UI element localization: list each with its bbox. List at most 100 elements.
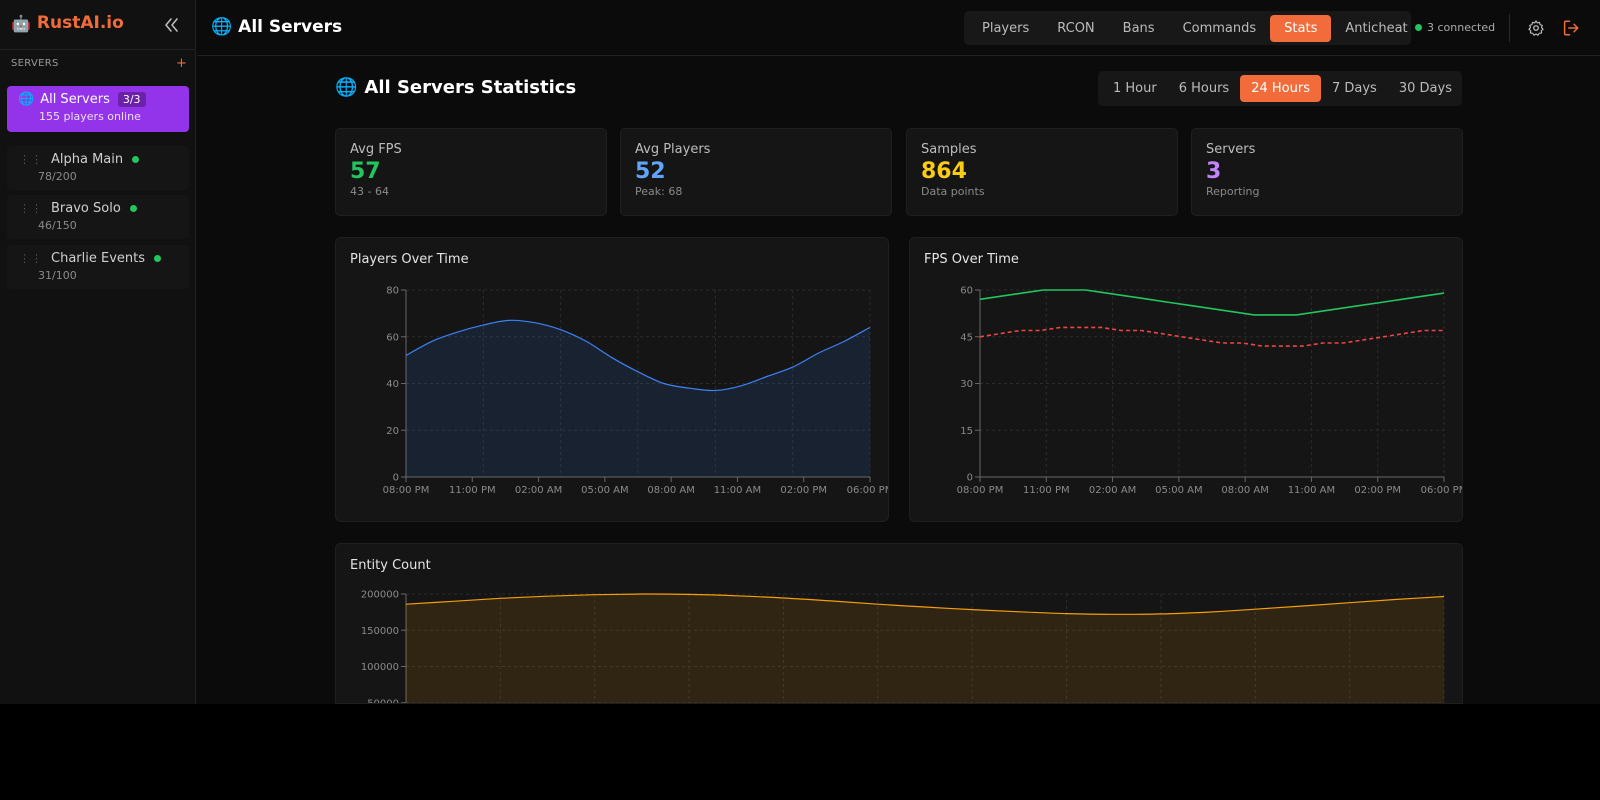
- entity-chart-card: 50000 100000 150000 200000 Entity Count: [335, 543, 1463, 704]
- y-tick-label: 60: [960, 286, 973, 297]
- y-tick-label: 30: [960, 379, 973, 390]
- server-player-count: 78/200: [38, 170, 77, 183]
- server-name: Charlie Events: [51, 251, 145, 266]
- range-24-hours-button[interactable]: 24 Hours: [1240, 75, 1321, 102]
- series-line: [979, 289, 1445, 316]
- add-server-button[interactable]: +: [176, 56, 187, 71]
- sidebar: 🤖 RustAI.io SERVERS + 🌐 All Servers 3/3 …: [0, 0, 196, 704]
- server-name: Bravo Solo: [51, 201, 121, 216]
- brand-name: RustAI.io: [36, 13, 124, 33]
- y-tick-label: 80: [386, 286, 399, 297]
- online-status-icon: [132, 156, 140, 163]
- series-line: [405, 319, 871, 392]
- servers-heading: SERVERS: [11, 58, 59, 69]
- tab-rcon[interactable]: RCON: [1057, 20, 1095, 36]
- stat-sub: 43 - 64: [350, 185, 389, 198]
- server-name: Alpha Main: [51, 152, 124, 167]
- drag-handle-icon[interactable]: ⋮⋮: [19, 202, 43, 215]
- entity-chart: 50000 100000 150000 200000: [361, 590, 1445, 704]
- x-tick-label: 06:00 PM: [847, 485, 889, 496]
- robot-icon: 🤖: [11, 13, 31, 33]
- sidebar-item-label: All Servers: [40, 92, 110, 107]
- x-tick-label: 08:00 PM: [383, 485, 430, 496]
- stat-label: Servers: [1206, 142, 1256, 157]
- players-chart: 0 20 40 60 80 08:00 PM 11:00 PM 02:00 AM 05:00 A…: [383, 286, 889, 497]
- nav-tabs: Players RCON Bans Commands Stats Antiche…: [964, 11, 1411, 45]
- x-tick-label: 02:00 PM: [780, 485, 827, 496]
- page-title: 🌐 All Servers: [211, 17, 342, 37]
- globe-icon: 🌐: [211, 17, 233, 37]
- app-window: 🤖 RustAI.io SERVERS + 🌐 All Servers 3/3 …: [0, 0, 1600, 704]
- y-tick-label: 60: [386, 332, 399, 343]
- x-tick-label: 02:00 PM: [1354, 485, 1401, 496]
- chart-title: Entity Count: [350, 558, 431, 573]
- sidebar-item-server[interactable]: ⋮⋮ Bravo Solo 46/150: [7, 195, 189, 239]
- y-tick-label: 15: [960, 426, 973, 437]
- tab-bans[interactable]: Bans: [1122, 20, 1155, 36]
- toolbar-divider: [1509, 14, 1510, 42]
- chart-title: Players Over Time: [350, 252, 469, 267]
- range-7-days-button[interactable]: 7 Days: [1331, 81, 1377, 96]
- stat-card-avg-players: Avg Players 52 Peak: 68: [620, 128, 892, 216]
- settings-button[interactable]: [1527, 19, 1545, 37]
- y-tick-label: 50000: [367, 698, 399, 704]
- logout-icon: [1563, 20, 1579, 36]
- x-tick-label: 05:00 AM: [581, 485, 628, 496]
- globe-icon: 🌐: [18, 92, 35, 107]
- stat-label: Avg FPS: [350, 142, 402, 157]
- stat-sub: Peak: 68: [635, 185, 683, 198]
- gear-icon: [1528, 20, 1544, 36]
- series-area: [406, 320, 870, 477]
- brand: 🤖 RustAI.io: [11, 13, 124, 33]
- fps-chart-card: 0 15 30 45 60 08:00 PM 11:00 PM 02:00 AM 05:00 A…: [909, 237, 1463, 522]
- tab-players[interactable]: Players: [982, 20, 1030, 36]
- players-online-text: 155 players online: [39, 110, 141, 123]
- connection-status: 3 connected: [1415, 21, 1495, 34]
- online-status-icon: [129, 205, 137, 212]
- collapse-sidebar-button[interactable]: [161, 15, 181, 35]
- page-title-text: All Servers: [238, 17, 343, 37]
- y-tick-label: 0: [967, 473, 973, 484]
- server-count-badge: 3/3: [117, 92, 146, 107]
- logout-button[interactable]: [1562, 19, 1580, 37]
- y-tick-label: 0: [393, 473, 399, 484]
- fps-chart: 0 15 30 45 60 08:00 PM 11:00 PM 02:00 AM 05:00 A…: [957, 286, 1462, 497]
- connected-status-icon: [1415, 24, 1422, 31]
- tab-anticheat[interactable]: Anticheat: [1345, 20, 1408, 36]
- tab-stats[interactable]: Stats: [1270, 14, 1332, 42]
- range-1-hour-button[interactable]: 1 Hour: [1113, 81, 1157, 96]
- y-tick-label: 150000: [361, 626, 399, 637]
- sidebar-item-server[interactable]: ⋮⋮ Charlie Events 31/100: [7, 245, 189, 289]
- stat-sub: Reporting: [1206, 185, 1260, 198]
- stat-value: 3: [1206, 159, 1222, 184]
- range-6-hours-button[interactable]: 6 Hours: [1178, 81, 1230, 96]
- stat-value: 864: [921, 159, 967, 184]
- stat-card-samples: Samples 864 Data points: [906, 128, 1178, 216]
- sidebar-item-all-servers[interactable]: 🌐 All Servers 3/3 155 players online: [7, 86, 189, 132]
- double-chevron-left-icon: [165, 18, 178, 32]
- sidebar-divider: [0, 49, 196, 50]
- x-tick-label: 11:00 AM: [714, 485, 761, 496]
- stat-value: 52: [635, 159, 666, 184]
- chart-title: FPS Over Time: [924, 252, 1019, 267]
- drag-handle-icon[interactable]: ⋮⋮: [19, 153, 43, 166]
- drag-handle-icon[interactable]: ⋮⋮: [19, 252, 43, 265]
- x-tick-label: 02:00 AM: [515, 485, 562, 496]
- x-tick-label: 11:00 PM: [449, 485, 496, 496]
- statistics-title: All Servers Statistics: [364, 77, 577, 98]
- x-tick-label: 02:00 AM: [1089, 485, 1136, 496]
- stat-card-servers: Servers 3 Reporting: [1191, 128, 1463, 216]
- stat-label: Avg Players: [635, 142, 711, 157]
- y-tick-label: 20: [386, 426, 399, 437]
- players-chart-card: 0 20 40 60 80 08:00 PM 11:00 PM 02:00 AM 05:00 A…: [335, 237, 889, 522]
- sidebar-item-server[interactable]: ⋮⋮ Alpha Main 78/200: [7, 146, 189, 190]
- server-player-count: 31/100: [38, 269, 77, 282]
- stat-label: Samples: [921, 142, 977, 157]
- y-tick-label: 45: [960, 332, 973, 343]
- range-30-days-button[interactable]: 30 Days: [1398, 81, 1452, 96]
- online-status-icon: [154, 255, 161, 262]
- globe-icon: 🌐: [335, 77, 358, 98]
- tab-commands[interactable]: Commands: [1182, 20, 1257, 36]
- stat-value: 57: [350, 159, 381, 184]
- series-line: [979, 326, 1444, 347]
